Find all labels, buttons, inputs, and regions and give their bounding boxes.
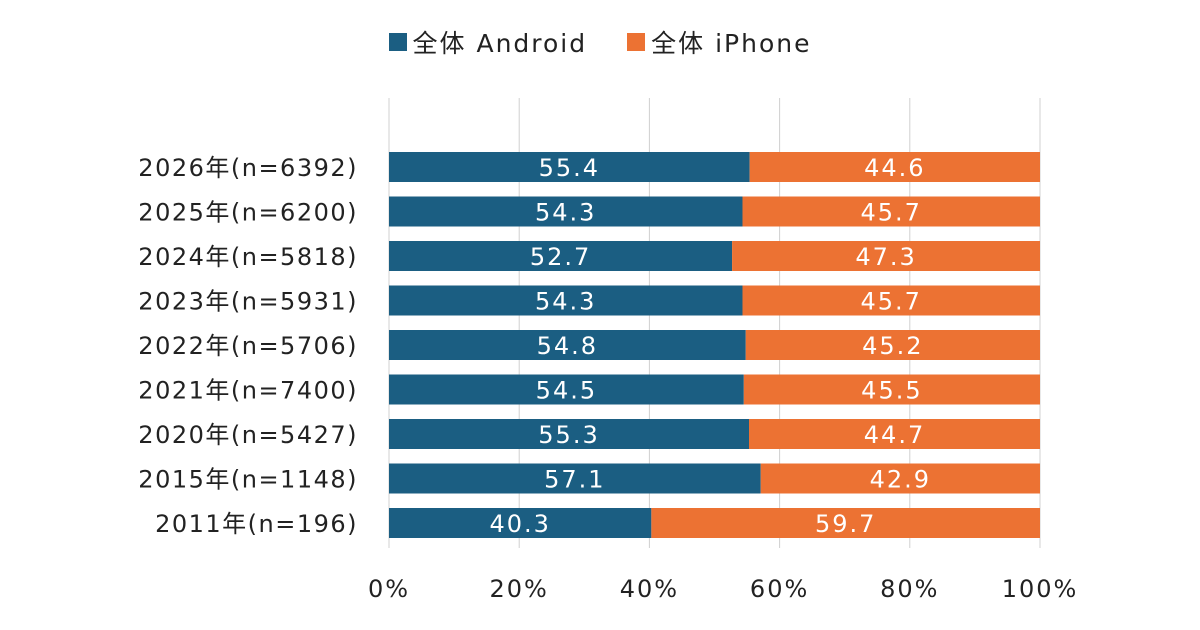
bar-iphone: [742, 196, 1040, 227]
bar-iphone: [732, 241, 1040, 271]
bar-android: [389, 508, 652, 538]
bar-iphone: [745, 330, 1040, 360]
data-label: 57.1: [544, 466, 605, 494]
category-label: 2024年(n=5818): [138, 243, 358, 271]
bar-android: [389, 463, 761, 494]
bar-iphone: [743, 374, 1040, 405]
data-label: 54.3: [535, 199, 596, 227]
category-label: 2021年(n=7400): [138, 377, 358, 405]
legend-item-iphone: 全体 iPhone: [627, 24, 811, 60]
legend: 全体 Android 全体 iPhone: [0, 24, 1200, 60]
data-label: 40.3: [489, 510, 550, 538]
legend-label-iphone: 全体 iPhone: [651, 29, 812, 58]
data-label: 54.3: [535, 288, 596, 316]
data-label: 54.5: [536, 377, 597, 405]
bar-android: [389, 419, 750, 449]
bar-iphone: [651, 508, 1040, 538]
category-label: 2026年(n=6392): [138, 154, 358, 182]
data-label: 45.7: [861, 288, 922, 316]
bar-android: [389, 374, 744, 405]
data-label: 45.2: [862, 332, 923, 360]
data-label: 52.7: [530, 243, 591, 271]
legend-label-android: 全体 Android: [412, 29, 588, 58]
legend-item-android: 全体 Android: [388, 24, 588, 60]
x-tick-label: 100%: [1002, 575, 1079, 603]
data-label: 44.7: [864, 421, 925, 449]
data-label: 44.6: [864, 154, 925, 182]
category-label: 2020年(n=5427): [138, 421, 358, 449]
x-tick-label: 40%: [620, 575, 679, 603]
data-label: 55.3: [538, 421, 599, 449]
iphone-swatch: [627, 33, 646, 51]
bar-android: [389, 241, 733, 271]
bar-android: [389, 285, 743, 316]
category-label: 2025年(n=6200): [138, 199, 358, 227]
x-tick-label: 60%: [750, 575, 809, 603]
x-tick-label: 0%: [368, 575, 410, 603]
category-label: 2011年(n=196): [155, 510, 358, 538]
android-swatch: [388, 33, 407, 51]
bar-iphone: [749, 152, 1040, 182]
data-label: 54.8: [537, 332, 598, 360]
data-label: 59.7: [815, 510, 876, 538]
bar-android: [389, 196, 743, 227]
bar-android: [389, 330, 746, 360]
bar-iphone: [760, 463, 1040, 494]
bar-android: [389, 152, 750, 182]
data-label: 55.4: [539, 154, 600, 182]
x-tick-label: 20%: [490, 575, 549, 603]
category-label: 2015年(n=1148): [138, 466, 358, 494]
bar-iphone: [749, 419, 1040, 449]
category-label: 2023年(n=5931): [138, 288, 358, 316]
data-label: 47.3: [855, 243, 916, 271]
data-label: 42.9: [870, 466, 931, 494]
x-tick-label: 80%: [880, 575, 939, 603]
data-label: 45.5: [861, 377, 922, 405]
data-label: 45.7: [861, 199, 922, 227]
bar-iphone: [742, 285, 1040, 316]
category-label: 2022年(n=5706): [138, 332, 358, 360]
